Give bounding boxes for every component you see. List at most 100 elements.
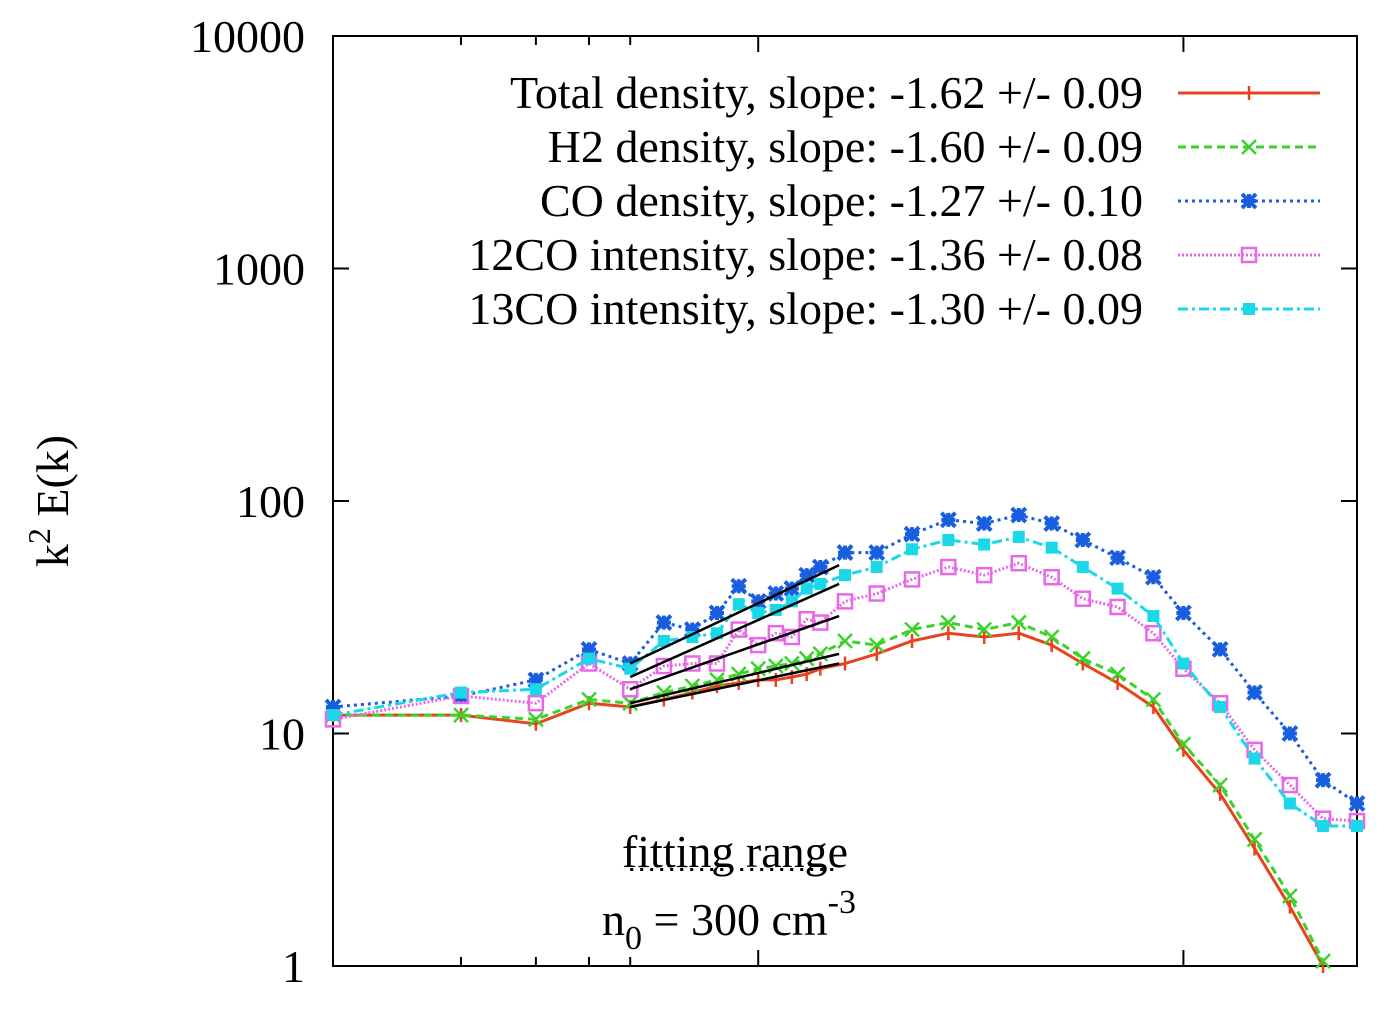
marker-part: [976, 621, 993, 638]
marker: [1246, 684, 1263, 701]
marker: [839, 569, 851, 582]
marker-part: [1240, 246, 1258, 264]
marker: [868, 637, 885, 653]
marker: [453, 707, 469, 723]
marker: [940, 614, 957, 631]
marker: [1214, 701, 1227, 714]
marker: [904, 621, 920, 638]
density-note: n0 = 300 cm-3: [602, 884, 856, 957]
note-sup: -3: [828, 884, 856, 921]
marker-part: [1043, 629, 1060, 645]
marker: [1074, 531, 1092, 549]
marker-part: [1043, 568, 1060, 586]
marker-part: [767, 624, 785, 642]
marker-part: [1315, 953, 1331, 969]
legend-label: Total density, slope: -1.62 +/- 0.09: [510, 67, 1143, 118]
marker-part: [455, 686, 467, 699]
marker-part: [814, 577, 827, 590]
marker-part: [783, 655, 800, 672]
marker: [767, 624, 785, 642]
marker: [730, 577, 748, 595]
marker: [527, 694, 545, 712]
marker: [529, 683, 542, 696]
marker: [800, 582, 813, 595]
marker-part: [942, 533, 955, 546]
marker-part: [1174, 604, 1192, 622]
marker: [1145, 624, 1162, 642]
marker: [939, 511, 957, 529]
marker-part: [1281, 725, 1299, 742]
marker: [1045, 541, 1058, 554]
marker: [1212, 777, 1229, 793]
marker-part: [684, 655, 701, 672]
marker: [324, 698, 342, 716]
marker: [975, 515, 993, 532]
marker: [583, 652, 595, 665]
y-label-rest: E(k): [27, 435, 78, 528]
marker-part: [940, 558, 957, 576]
marker: [978, 538, 991, 551]
marker-part: [868, 544, 886, 561]
note-base: n: [602, 894, 625, 945]
marker: [621, 680, 639, 698]
marker-part: [683, 621, 701, 638]
marker-part: [529, 683, 542, 696]
marker-part: [1240, 192, 1258, 210]
marker: [527, 711, 544, 728]
marker: [798, 566, 816, 584]
marker: [1043, 629, 1060, 645]
marker-part: [624, 662, 637, 675]
marker-part: [527, 694, 545, 712]
marker-part: [732, 598, 745, 611]
marker: [1240, 246, 1258, 264]
marker-part: [1043, 515, 1061, 532]
fit-line: [629, 614, 840, 691]
marker: [708, 604, 726, 622]
fitting-range-label: fitting range: [622, 826, 848, 877]
marker-part: [580, 640, 598, 658]
marker-part: [1109, 549, 1126, 567]
marker-part: [836, 544, 854, 561]
marker-part: [1074, 650, 1091, 667]
marker-part: [327, 709, 339, 722]
marker-part: [868, 637, 885, 653]
marker: [1241, 139, 1257, 155]
marker-part: [798, 566, 816, 584]
marker-part: [1012, 531, 1025, 544]
marker: [1317, 820, 1330, 833]
marker: [1281, 725, 1299, 742]
marker: [624, 662, 637, 675]
marker-part: [800, 582, 813, 595]
marker: [1012, 531, 1025, 544]
marker-part: [906, 543, 919, 556]
marker: [1144, 568, 1162, 586]
marker: [903, 571, 921, 588]
marker: [906, 543, 919, 556]
fit-line: [629, 652, 840, 705]
marker-part: [1144, 568, 1162, 586]
marker-part: [1145, 691, 1162, 708]
marker: [812, 614, 829, 631]
marker: [1281, 776, 1299, 794]
marker-part: [730, 621, 748, 638]
marker-part: [1317, 820, 1330, 833]
marker-part: [752, 606, 765, 619]
marker-part: [1283, 797, 1296, 810]
marker: [1348, 795, 1366, 812]
marker-part: [1010, 614, 1027, 631]
marker-part: [903, 571, 921, 588]
marker-part: [1010, 554, 1028, 572]
marker: [1043, 515, 1061, 532]
marker: [1076, 561, 1089, 574]
marker-part: [1177, 657, 1190, 670]
marker: [942, 533, 955, 546]
legend-label: 13CO intensity, slope: -1.30 +/- 0.09: [468, 283, 1143, 334]
marker-part: [1074, 531, 1092, 549]
marker: [1315, 953, 1331, 969]
marker-part: [749, 592, 767, 610]
marker-part: [1109, 666, 1126, 683]
marker: [868, 585, 885, 602]
fit-line: [629, 662, 840, 709]
marker: [749, 592, 767, 610]
marker: [683, 621, 701, 638]
